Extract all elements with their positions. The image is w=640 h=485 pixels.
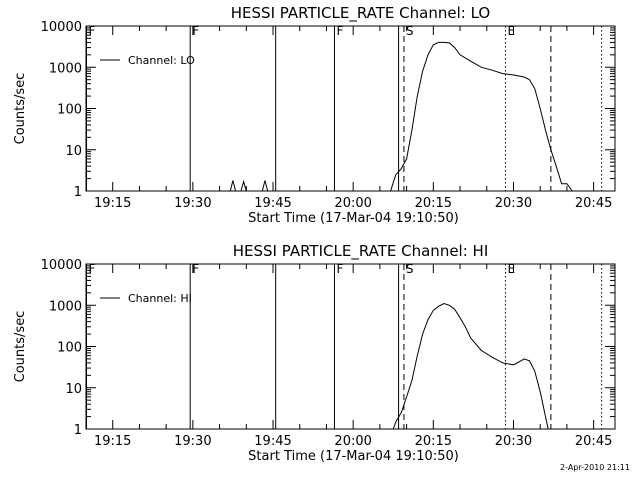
chart-2-xtick-label: 19:15 xyxy=(94,434,131,449)
chart-2-ytick-label: 10000 xyxy=(41,258,82,273)
chart-1-annotation-label: F xyxy=(89,24,96,38)
chart-2-xtick-label: 20:15 xyxy=(415,434,452,449)
chart-1-legend-label: Channel: LO xyxy=(128,54,195,67)
chart-1-xtick-label: 20:00 xyxy=(334,196,371,211)
chart-1-title: HESSI PARTICLE_RATE Channel: LO xyxy=(231,4,490,23)
chart-2-ytick-label: 1 xyxy=(74,423,82,438)
chart-1-annotation-label: F xyxy=(192,24,199,38)
chart-1-xtick-label: 20:30 xyxy=(495,196,532,211)
chart-1-frame xyxy=(85,25,616,192)
chart-1-annotation-label: S xyxy=(406,24,414,38)
chart-2-xtick-label: 19:45 xyxy=(254,434,291,449)
chart-2-ytick-label: 100 xyxy=(57,341,82,356)
chart-1-xtick-label: 19:45 xyxy=(254,196,291,211)
chart-1-ytick-label: 1000 xyxy=(49,61,82,76)
chart-1-xlabel: Start Time (17-Mar-04 19:10:50) xyxy=(248,211,459,226)
chart-2-xtick-label: 19:30 xyxy=(174,434,211,449)
chart-2-title: HESSI PARTICLE_RATE Channel: HI xyxy=(233,242,489,261)
chart-1-annotation-label: F xyxy=(336,24,343,38)
chart-1-xtick-label: 20:15 xyxy=(415,196,452,211)
chart-2-xtick-label: 20:00 xyxy=(334,434,371,449)
chart-1-series-line xyxy=(229,41,573,192)
chart-1: HESSI PARTICLE_RATE Channel: LO Start Tim… xyxy=(13,4,616,226)
chart-2-annotation-label: F xyxy=(89,262,96,276)
chart-1-ytick-label: 10 xyxy=(65,144,82,159)
chart-2-frame xyxy=(85,263,616,430)
chart-1-annotation-label: E xyxy=(507,24,515,38)
chart-1-xtick-label: 19:30 xyxy=(174,196,211,211)
chart-2-xtick-label: 20:45 xyxy=(575,434,612,449)
chart-1-ytick-label: 100 xyxy=(57,103,82,118)
chart-2-annotation-label: E xyxy=(507,262,515,276)
chart-2-ytick-label: 1000 xyxy=(49,299,82,314)
footer-timestamp: 2-Apr-2010 21:11 xyxy=(560,463,630,472)
chart-2-xtick-label: 20:30 xyxy=(495,434,532,449)
chart-1-ylabel: Counts/sec xyxy=(13,73,28,145)
chart-2-series-line xyxy=(392,302,549,430)
chart-2-annotation-label: F xyxy=(336,262,343,276)
chart-2-ytick-label: 10 xyxy=(65,382,82,397)
chart-2-xlabel: Start Time (17-Mar-04 19:10:50) xyxy=(248,449,459,464)
chart-2-ylabel: Counts/sec xyxy=(13,311,28,383)
chart-1-ytick-label: 1 xyxy=(74,185,82,200)
chart-1-xtick-label: 20:45 xyxy=(575,196,612,211)
chart-2-annotation-label: F xyxy=(192,262,199,276)
chart-1-xtick-label: 19:15 xyxy=(94,196,131,211)
chart-2: HESSI PARTICLE_RATE Channel: HI Start Tim… xyxy=(13,242,616,464)
chart-2-annotation-label: S xyxy=(406,262,414,276)
chart-1-ytick-label: 10000 xyxy=(41,20,82,35)
chart-2-legend-label: Channel: HI xyxy=(128,292,192,305)
